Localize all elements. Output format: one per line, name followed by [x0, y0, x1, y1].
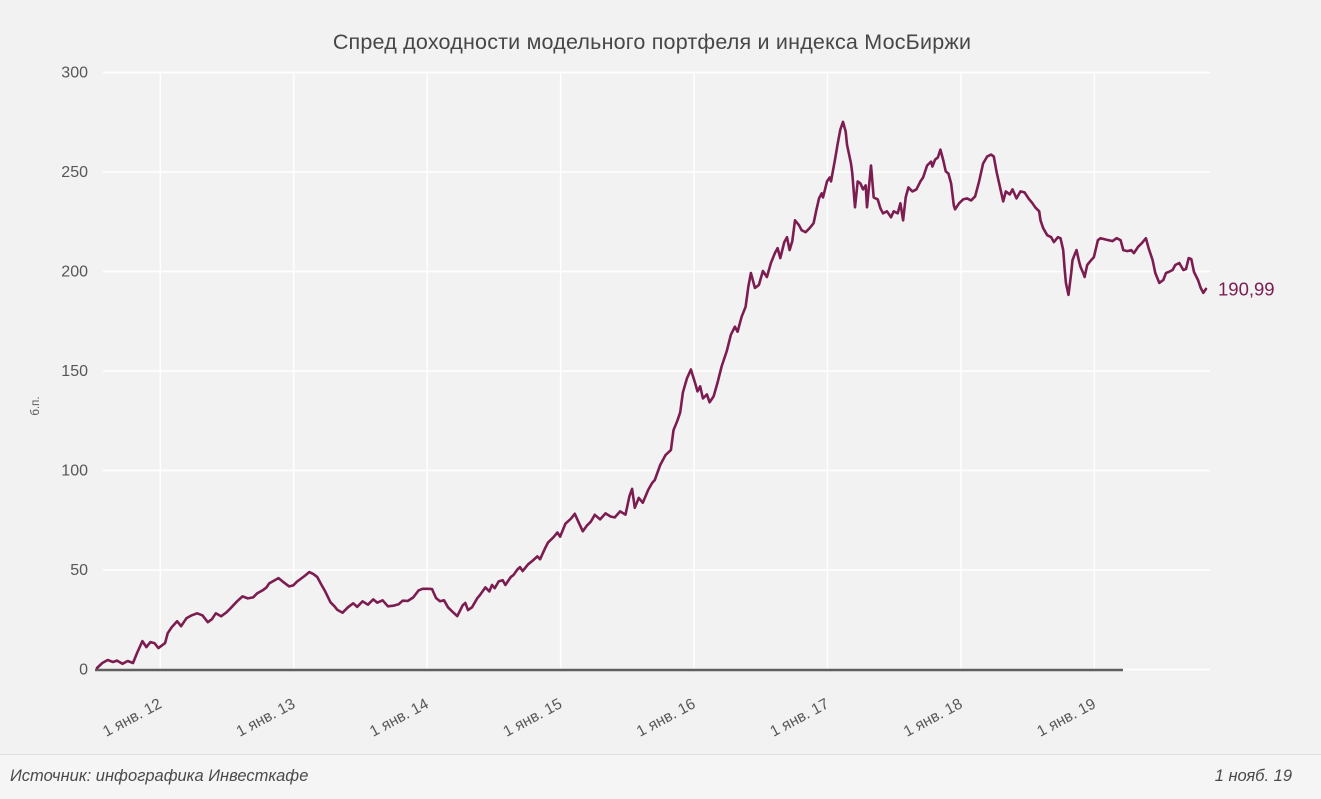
y-tick-label: 50 — [70, 562, 88, 579]
x-tick-label: 1 янв. 15 — [501, 696, 565, 741]
y-tick-label: 150 — [61, 363, 88, 380]
last-value-label: 190,99 — [1218, 278, 1275, 299]
source-caption: Источник: инфографика Инвесткафе — [10, 767, 309, 785]
y-tick-label: 250 — [61, 164, 88, 181]
y-tick-label: 300 — [61, 65, 88, 82]
y-tick-label: 200 — [61, 264, 88, 281]
x-tick-label: 1 янв. 16 — [634, 696, 698, 741]
x-tick-label: 1 янв. 19 — [1034, 696, 1098, 741]
y-axis-title: б.п. — [30, 396, 42, 415]
spread-line — [95, 120, 1208, 670]
x-tick-label: 1 янв. 14 — [367, 695, 432, 740]
footer-date: 1 нояб. 19 — [1214, 767, 1292, 785]
chart-area: 0 50 100 150 200 250 300 1 янв. 12 1 янв. 13 1 ян… — [30, 30, 1275, 741]
x-tick-label: 1 янв. 18 — [901, 696, 965, 741]
y-tick-label: 100 — [61, 463, 88, 480]
footer-bar: Источник: инфографика Инвесткафе 1 нояб.… — [0, 754, 1321, 799]
spread-chart: 0 50 100 150 200 250 300 1 янв. 12 1 янв. 13 1 ян… — [30, 65, 1275, 741]
x-tick-label: 1 янв. 17 — [767, 696, 831, 741]
chart-title: Спред доходности модельного портфеля и и… — [332, 30, 972, 54]
x-tick-label: 1 янв. 12 — [100, 696, 164, 741]
x-tick-label: 1 янв. 13 — [234, 696, 298, 741]
y-tick-label: 0 — [79, 662, 88, 679]
